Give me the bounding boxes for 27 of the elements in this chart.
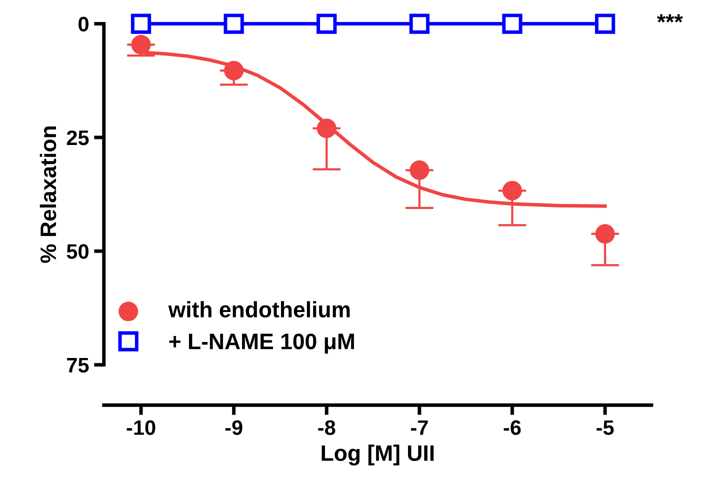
x-axis-title: Log [M] UII [322, 444, 434, 466]
x-tick-label: -6 [504, 420, 521, 435]
y-tick-label: 50 [66, 244, 88, 259]
x-tick-label: -5 [596, 420, 614, 435]
x-tick-label: -10 [126, 420, 156, 435]
y-axis-title: % Relaxation [40, 126, 56, 263]
y-tick-label: 75 [67, 358, 89, 373]
y-tick-label: 0 [78, 16, 88, 32]
x-tick-label: -7 [410, 420, 428, 435]
y-tick-label: 25 [66, 130, 89, 146]
point [410, 160, 430, 180]
point [502, 14, 522, 34]
point [502, 180, 522, 200]
point [409, 14, 430, 34]
legend-label: with endothelium [168, 301, 350, 318]
x-tick-label: -9 [225, 420, 242, 435]
legend-label: + L-NAME 100 μM [169, 334, 354, 354]
point [131, 34, 151, 54]
point [595, 224, 615, 244]
text: *** [657, 14, 683, 22]
point [224, 14, 244, 34]
x-tick-label: -8 [318, 420, 336, 435]
point [594, 14, 616, 34]
point [316, 118, 336, 138]
point [224, 60, 244, 80]
point [316, 14, 337, 34]
point [130, 14, 152, 34]
